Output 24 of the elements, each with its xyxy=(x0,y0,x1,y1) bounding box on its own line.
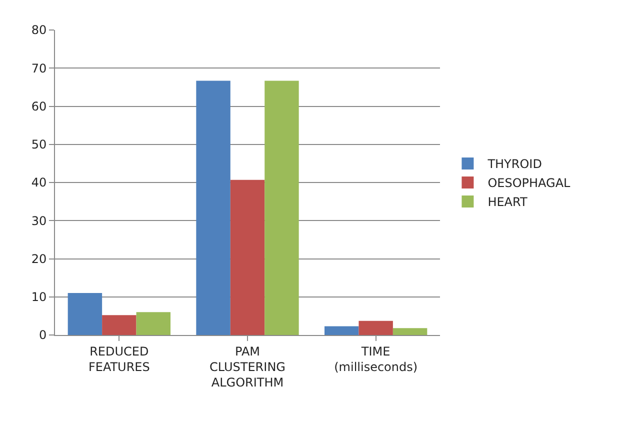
bar xyxy=(230,180,265,335)
bar xyxy=(324,326,359,335)
x-tick-label: TIME (milliseconds) xyxy=(334,344,418,374)
y-tick-label: 80 xyxy=(31,23,47,38)
legend-label: THYROID xyxy=(486,157,542,172)
y-tick-label: 30 xyxy=(31,214,47,228)
x-tick-label: REDUCED FEATURES xyxy=(88,344,150,374)
bar xyxy=(68,293,102,335)
bar xyxy=(196,80,230,335)
legend-label: HEART xyxy=(488,195,528,210)
bar xyxy=(136,312,170,335)
y-tick-label: 20 xyxy=(31,252,47,266)
y-tick-label: 70 xyxy=(31,61,47,76)
y-tick-label: 0 xyxy=(38,328,47,342)
bar xyxy=(102,315,136,335)
bar xyxy=(392,328,428,335)
y-tick-label: 60 xyxy=(31,99,47,114)
bar xyxy=(264,80,299,335)
bar xyxy=(358,320,393,335)
y-tick-label: 50 xyxy=(31,138,47,152)
y-tick-label: 10 xyxy=(31,290,47,304)
legend-label: OESOPHAGAL xyxy=(488,176,571,190)
x-tick-label: PAM CLUSTERING ALGORITHM xyxy=(210,344,286,390)
y-tick-label: 40 xyxy=(31,176,47,190)
